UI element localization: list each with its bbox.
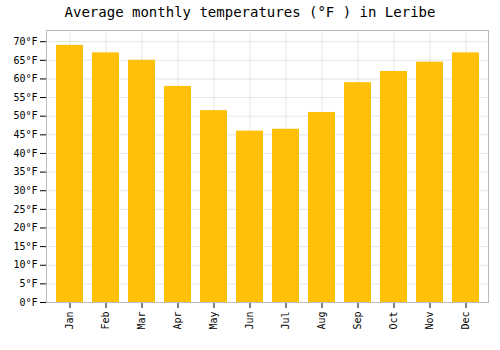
svg-text:Mar: Mar <box>136 312 147 330</box>
svg-text:Jan: Jan <box>64 312 75 330</box>
svg-text:May: May <box>208 312 219 330</box>
svg-text:Sep: Sep <box>352 312 363 330</box>
svg-text:30°F: 30°F <box>13 185 37 196</box>
svg-text:Oct: Oct <box>388 312 399 330</box>
svg-text:65°F: 65°F <box>13 55 37 66</box>
svg-text:25°F: 25°F <box>13 204 37 215</box>
svg-text:55°F: 55°F <box>13 92 37 103</box>
svg-text:Jun: Jun <box>244 312 255 330</box>
svg-text:20°F: 20°F <box>13 222 37 233</box>
svg-text:Apr: Apr <box>172 312 183 330</box>
svg-text:15°F: 15°F <box>13 241 37 252</box>
svg-text:Feb: Feb <box>100 312 111 330</box>
svg-text:5°F: 5°F <box>19 278 37 289</box>
svg-text:70°F: 70°F <box>13 36 37 47</box>
svg-text:50°F: 50°F <box>13 110 37 121</box>
html-text:Average monthly temperatures (: Average monthly temperatures (°F ) in Le… <box>64 4 436 20</box>
svg-text:Dec: Dec <box>460 312 471 330</box>
svg-text:10°F: 10°F <box>13 259 37 270</box>
svg-text:60°F: 60°F <box>13 73 37 84</box>
svg-text:45°F: 45°F <box>13 129 37 140</box>
svg-text:40°F: 40°F <box>13 148 37 159</box>
svg-text:Nov: Nov <box>424 312 435 330</box>
svg-text:Jul: Jul <box>280 312 291 330</box>
svg-text:35°F: 35°F <box>13 166 37 177</box>
svg-text:0°F: 0°F <box>19 297 37 308</box>
svg-text:Aug: Aug <box>316 312 327 330</box>
